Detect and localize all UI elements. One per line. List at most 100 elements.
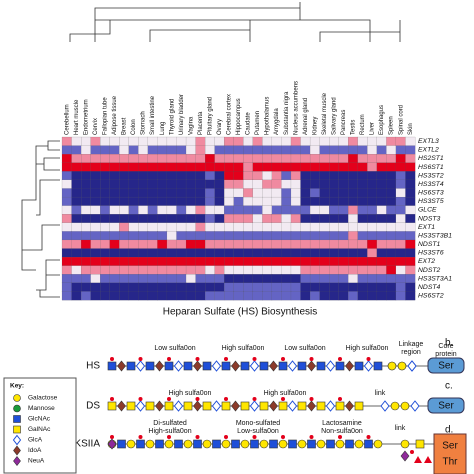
glcnac [354, 361, 364, 371]
heat-cell [233, 145, 244, 155]
heat-cell [81, 154, 91, 164]
heat-cell [300, 282, 311, 292]
key-label: Mannose [28, 405, 55, 412]
sulfate [338, 397, 342, 401]
heat-cell [395, 154, 406, 164]
heat-cell [224, 274, 235, 284]
heat-cell [348, 222, 359, 232]
heat-cell [386, 291, 397, 301]
heat-cell [348, 179, 359, 189]
heat-cell [367, 188, 378, 198]
galnac [145, 401, 155, 411]
glca [211, 360, 222, 372]
heat-cell [348, 291, 359, 301]
heat-cell [100, 239, 110, 249]
sulfate [110, 397, 114, 401]
heat-cell [166, 239, 177, 249]
heat-cell [309, 171, 320, 181]
glca [12, 434, 22, 446]
heat-cell [109, 205, 120, 215]
heat-cell [176, 231, 187, 241]
heat-cell [348, 248, 359, 258]
heat-cell [309, 214, 320, 224]
galnac [316, 401, 326, 411]
heat-cell [367, 231, 378, 241]
heat-cell [185, 248, 196, 258]
heat-cell [309, 162, 320, 172]
heat-cell [176, 136, 187, 146]
heat-cell [262, 274, 273, 284]
heat-cell [367, 282, 378, 292]
column-label: Cerebellum [64, 104, 70, 135]
heat-cell [262, 257, 273, 266]
heat-cell [290, 154, 301, 164]
heat-cell [300, 136, 311, 146]
heat-cell [281, 239, 292, 249]
glcnac [307, 439, 316, 449]
sulfate [167, 357, 171, 361]
heat-cell [386, 196, 397, 206]
glca [287, 360, 298, 372]
heat-cell [90, 214, 101, 224]
heat-cell [157, 145, 168, 155]
heat-cell [262, 162, 273, 172]
heat-cell [185, 231, 196, 241]
heat-cell [386, 274, 397, 284]
heat-cell [376, 205, 387, 215]
heat-cell [271, 231, 282, 241]
heat-cell [271, 136, 282, 146]
heat-cell [338, 265, 349, 275]
glycan-chains [107, 357, 434, 463]
heat-cell [61, 214, 72, 224]
glca [380, 400, 390, 412]
heat-cell [405, 248, 416, 258]
heat-cell [319, 231, 330, 241]
heat-cell [205, 248, 215, 258]
sulfate [110, 435, 114, 439]
heat-cell [290, 248, 301, 258]
ser-box [427, 357, 465, 374]
heat-cell [243, 248, 254, 258]
heat-cell [205, 188, 215, 198]
heat-cell [100, 205, 110, 215]
heat-cell [262, 188, 273, 198]
heat-cell [100, 162, 110, 172]
heat-cell [214, 291, 225, 301]
heat-cell [224, 154, 235, 164]
heat-cell [157, 162, 168, 172]
heat-cell [300, 248, 311, 258]
heat-cell [185, 188, 196, 198]
row-label: NDST4 [418, 284, 441, 291]
heat-cell [338, 205, 349, 215]
heat-cell [224, 291, 235, 301]
heat-cell [205, 205, 215, 215]
heat-cell [252, 231, 263, 241]
heat-cell [309, 179, 320, 189]
heat-cell [61, 282, 72, 292]
heat-cell [281, 291, 292, 301]
heat-cell [376, 282, 387, 292]
heat-cell [205, 196, 215, 206]
heat-cell [243, 196, 254, 206]
glca [211, 400, 222, 412]
heat-cell [195, 196, 206, 206]
heat-cell [338, 231, 349, 241]
heat-cell [395, 274, 406, 284]
heat-cell [367, 274, 378, 284]
heat-cell [224, 179, 235, 189]
sulfate [138, 357, 143, 361]
heat-cell [281, 179, 292, 189]
heat-cell [61, 248, 72, 258]
heat-cell [319, 265, 330, 275]
heat-cell [348, 214, 359, 224]
column-label: Putamen [255, 111, 261, 135]
heat-cell [281, 154, 292, 164]
heat-cell [300, 291, 311, 301]
heat-cell [405, 214, 416, 224]
heat-cell [329, 265, 339, 275]
column-label: Placenta [198, 111, 204, 135]
heat-cell [166, 248, 177, 258]
heat-cell [176, 239, 187, 249]
glcnac [193, 439, 202, 449]
